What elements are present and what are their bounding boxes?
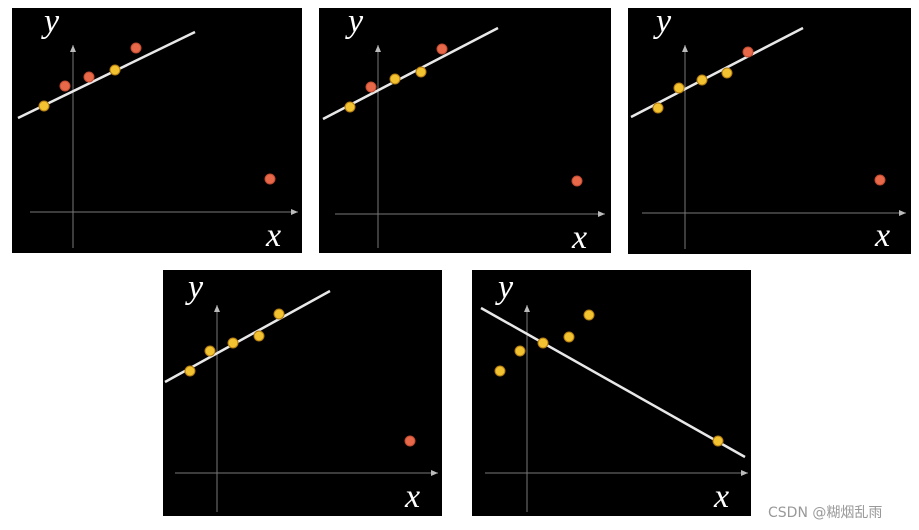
panel: yx bbox=[12, 3, 302, 254]
watermark: CSDN @糊烟乱雨 bbox=[768, 505, 882, 521]
panel-background bbox=[163, 270, 442, 516]
panel: yx bbox=[319, 3, 611, 256]
point bbox=[415, 66, 427, 78]
fit-line bbox=[630, 26, 804, 119]
point bbox=[264, 173, 276, 185]
point bbox=[712, 435, 724, 447]
point bbox=[583, 309, 595, 321]
point bbox=[253, 330, 265, 342]
point bbox=[514, 345, 526, 357]
point bbox=[563, 331, 575, 343]
point bbox=[130, 42, 142, 54]
y-axis-label: y bbox=[185, 269, 204, 306]
y-axis-label: y bbox=[653, 3, 672, 40]
point bbox=[204, 345, 216, 357]
point bbox=[874, 174, 886, 186]
point bbox=[436, 43, 448, 55]
point bbox=[673, 82, 685, 94]
point bbox=[38, 100, 50, 112]
point bbox=[404, 435, 416, 447]
point bbox=[83, 71, 95, 83]
x-axis-label: x bbox=[874, 217, 890, 254]
y-axis-label: y bbox=[345, 3, 364, 40]
panel: yx bbox=[163, 269, 442, 516]
x-axis-label: x bbox=[265, 217, 281, 254]
panel-background bbox=[319, 8, 611, 253]
point bbox=[494, 365, 506, 377]
point bbox=[273, 308, 285, 320]
point bbox=[652, 102, 664, 114]
x-axis-label: x bbox=[713, 478, 729, 515]
point bbox=[537, 337, 549, 349]
point bbox=[227, 337, 239, 349]
point bbox=[742, 46, 754, 58]
point bbox=[184, 365, 196, 377]
point bbox=[696, 74, 708, 86]
point bbox=[571, 175, 583, 187]
panel: yx bbox=[472, 269, 751, 516]
point bbox=[344, 101, 356, 113]
y-axis-label: y bbox=[41, 3, 60, 40]
fit-line bbox=[480, 306, 746, 459]
point bbox=[59, 80, 71, 92]
point bbox=[389, 73, 401, 85]
point bbox=[109, 64, 121, 76]
y-axis-label: y bbox=[495, 269, 514, 306]
x-axis-label: x bbox=[571, 219, 587, 256]
x-axis-label: x bbox=[404, 478, 420, 515]
point bbox=[365, 81, 377, 93]
panel-background bbox=[12, 8, 302, 253]
panel-background bbox=[472, 270, 751, 516]
panel: yx bbox=[628, 3, 911, 254]
point bbox=[721, 67, 733, 79]
